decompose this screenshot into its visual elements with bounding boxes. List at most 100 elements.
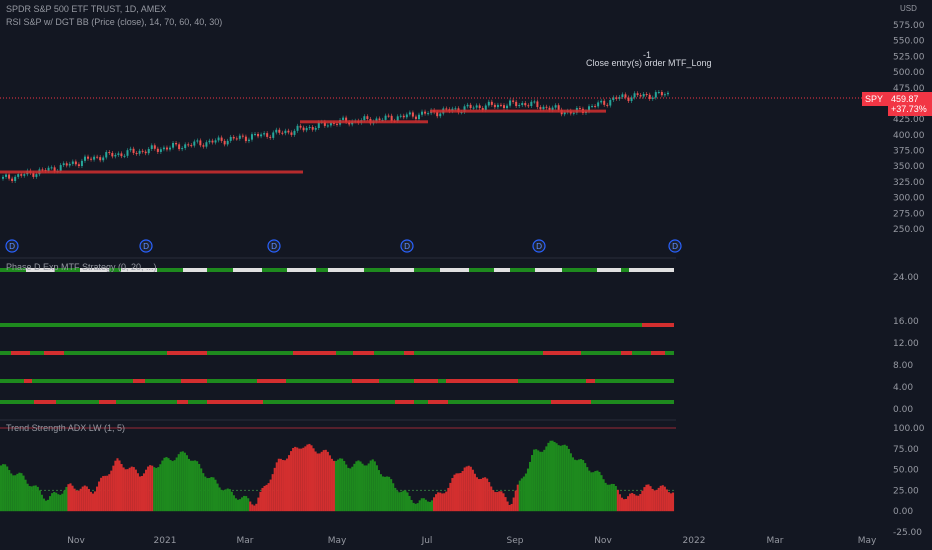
strategy-band-segment — [494, 268, 510, 272]
dividend-marker[interactable] — [400, 239, 414, 253]
adx-bar — [18, 472, 21, 512]
strategy-band-segment — [428, 400, 448, 404]
price-candle — [454, 108, 457, 110]
adx-bar — [189, 460, 193, 512]
adx-bar — [451, 478, 454, 512]
strategy-band-segment — [72, 323, 91, 327]
adx-bar — [563, 444, 566, 512]
price-candle — [521, 103, 524, 106]
adx-bar — [65, 486, 68, 512]
price-candle — [411, 112, 414, 117]
strategy-band-segment — [21, 323, 51, 327]
adx-bar — [553, 441, 556, 512]
dividend-marker-label: D — [271, 242, 277, 251]
adx-bar — [465, 466, 468, 512]
strategy-band-segment — [515, 351, 543, 355]
price-candle — [226, 140, 229, 145]
dividend-marker[interactable] — [668, 239, 682, 253]
strategy-band-segment — [354, 323, 369, 327]
strategy-band-segment — [530, 400, 551, 404]
support-line — [300, 120, 428, 124]
dividend-marker[interactable] — [532, 239, 546, 253]
strategy-band-segment — [207, 268, 215, 272]
price-candle — [308, 127, 311, 129]
adx-bar — [138, 476, 141, 512]
adx-bar — [100, 477, 103, 512]
adx-bar — [379, 474, 382, 512]
adx-bar — [381, 476, 385, 512]
price-candle — [563, 112, 566, 115]
adx-bar — [406, 492, 409, 512]
adx-bar — [457, 473, 460, 512]
strategy-band-segment — [621, 379, 645, 383]
price-candle — [74, 161, 77, 165]
adx-bar — [136, 473, 139, 512]
price-axis-tick: 575.00 — [893, 21, 925, 31]
adx-bar — [24, 479, 27, 512]
price-candle — [536, 101, 539, 108]
adx-bar — [453, 474, 456, 512]
adx-bar — [643, 487, 646, 512]
strategy-band-segment — [0, 400, 14, 404]
strategy-band-segment — [352, 379, 379, 383]
indicator-adx-label[interactable]: Trend Strength ADX LW (1, 5) — [6, 423, 126, 433]
strategy-axis-tick: 8.00 — [893, 361, 913, 371]
price-candle — [23, 174, 26, 176]
price-candle — [436, 112, 439, 117]
adx-bar — [36, 486, 39, 512]
price-axis-tick: 500.00 — [893, 68, 925, 78]
price-axis-tick: 475.00 — [893, 84, 925, 94]
adx-bar — [49, 496, 52, 512]
price-candle — [181, 148, 184, 150]
price-candle — [642, 94, 645, 97]
currency-label: USD — [900, 4, 917, 13]
price-candle — [50, 167, 53, 169]
dividend-marker[interactable] — [139, 239, 153, 253]
adx-bar — [614, 486, 617, 512]
price-candle — [396, 116, 399, 121]
adx-bar — [194, 460, 197, 512]
strategy-band-segment — [551, 400, 581, 404]
adx-bar — [334, 460, 338, 512]
strategy-band-segment — [621, 351, 632, 355]
price-candle — [342, 117, 345, 120]
price-candle — [496, 104, 499, 108]
price-candle — [527, 105, 530, 107]
indicator-strategy-label[interactable]: Phase D Exp MTF Strategy (0, 20, ...) — [6, 262, 157, 272]
adx-bar — [400, 491, 403, 512]
adx-bar — [153, 467, 156, 512]
adx-bar — [210, 477, 213, 512]
adx-bar — [269, 479, 272, 512]
price-candle — [184, 144, 187, 149]
price-candle — [111, 152, 114, 157]
price-candle — [96, 156, 99, 158]
price-candle — [594, 105, 597, 107]
strategy-band-segment — [183, 268, 207, 272]
adx-bar — [253, 505, 256, 512]
indicator-rsi-label[interactable]: RSI S&P w/ DGT BB (Price (close), 14, 70… — [6, 17, 223, 27]
price-candle — [499, 104, 502, 106]
price-candle — [648, 94, 651, 99]
adx-bar — [428, 501, 432, 512]
strategy-band-segment — [642, 323, 672, 327]
adx-bar — [578, 459, 581, 512]
strategy-band-segment — [120, 379, 133, 383]
adx-bar — [414, 503, 417, 512]
price-candle — [147, 148, 150, 154]
adx-bar — [32, 485, 35, 512]
adx-bar — [110, 470, 113, 512]
adx-bar — [230, 491, 233, 512]
adx-bar — [157, 467, 160, 512]
strategy-band-segment — [621, 323, 642, 327]
strategy-band-segment — [11, 351, 30, 355]
adx-bar — [490, 486, 493, 512]
time-axis-label: Mar — [237, 536, 254, 546]
dividend-marker[interactable] — [267, 239, 281, 253]
strategy-band-segment — [172, 379, 181, 383]
strategy-band-segment — [653, 379, 671, 383]
strategy-band-segment — [293, 351, 308, 355]
strategy-axis-tick: 12.00 — [893, 339, 919, 349]
dividend-marker[interactable] — [5, 239, 19, 253]
strategy-band-segment — [414, 400, 428, 404]
adx-bar — [645, 484, 648, 512]
